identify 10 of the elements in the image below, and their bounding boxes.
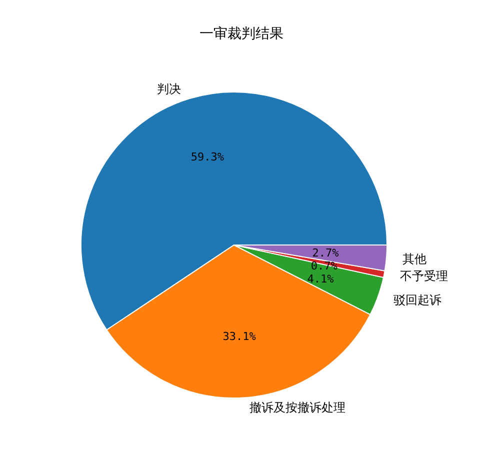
data-label: 2.7% bbox=[312, 246, 340, 260]
slice-label: 不予受理 bbox=[400, 269, 448, 284]
data-label: 59.3% bbox=[190, 150, 224, 164]
slice-label: 驳回起诉 bbox=[394, 292, 442, 307]
slice-label: 判决 bbox=[156, 82, 181, 96]
data-label: 33.1% bbox=[222, 330, 256, 344]
slice-label: 其他 bbox=[402, 252, 426, 266]
slice-label: 撤诉及按撤诉处理 bbox=[249, 400, 346, 415]
data-label: 4.1% bbox=[307, 272, 334, 286]
chart-title: 一审裁判结果 bbox=[200, 26, 284, 42]
